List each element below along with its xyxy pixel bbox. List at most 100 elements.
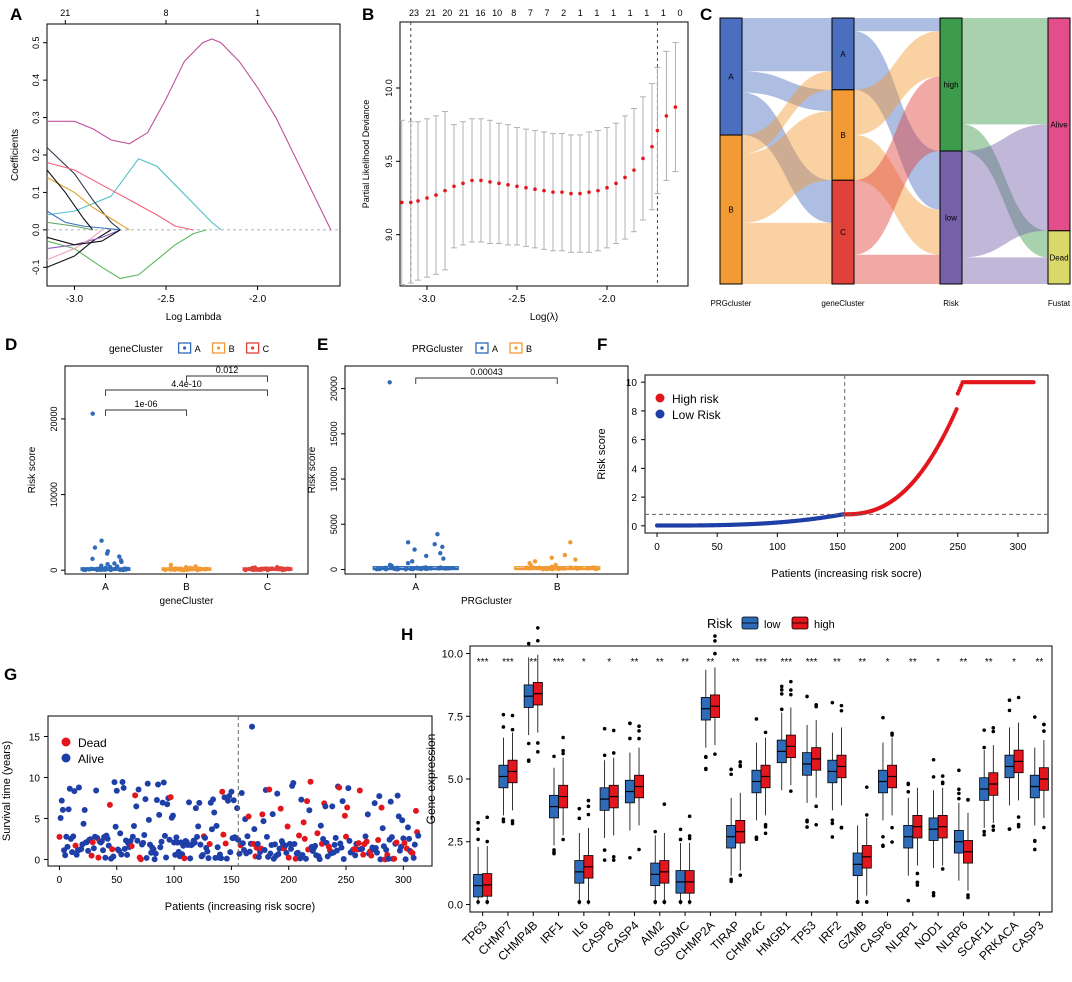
jitter-point [411, 566, 416, 571]
jitter-point [436, 565, 441, 570]
survival-point [228, 788, 235, 795]
x-axis-label: Log(λ) [530, 312, 558, 323]
outlier-point [1016, 695, 1021, 700]
survival-point [65, 806, 72, 813]
sankey-node-label: C [840, 228, 846, 237]
survival-point [223, 855, 230, 862]
significance-mark: *** [477, 657, 489, 668]
survival-point [391, 855, 398, 862]
survival-point [394, 792, 401, 799]
outlier-point [387, 380, 392, 385]
outlier-point [476, 820, 480, 825]
y-tick-label: 2 [631, 493, 637, 504]
panel-a-frame [46, 23, 341, 287]
sankey-flow [742, 18, 832, 72]
survival-point [90, 845, 97, 852]
sankey-flow [854, 76, 940, 255]
survival-point [151, 856, 158, 863]
sankey-flow [742, 111, 832, 223]
top-count-label: 1 [628, 8, 633, 18]
significance-mark: ** [858, 657, 866, 668]
outlier-point [957, 768, 961, 773]
gene-label: TP53 [789, 918, 819, 948]
survival-point [135, 786, 142, 793]
survival-point [180, 842, 187, 849]
jitter-point [545, 567, 550, 572]
panel-frame [344, 365, 629, 575]
survival-point [224, 797, 231, 804]
outlier-point [1032, 839, 1037, 844]
deviance-point [416, 199, 420, 203]
y-tick-label: 10.0 [442, 649, 463, 661]
y-tick-label: 7.5 [448, 711, 463, 723]
outlier-point [729, 879, 733, 884]
survival-point [153, 796, 160, 803]
outlier-point [931, 757, 936, 762]
y-tick-label: 4 [631, 464, 637, 475]
survival-point [329, 803, 336, 810]
y-axis-label: Risk score [307, 446, 318, 493]
outlier-point [119, 559, 124, 565]
outlier-point [864, 900, 869, 904]
survival-point [117, 830, 124, 837]
legend-key-dot [217, 346, 221, 350]
outlier-point [814, 822, 818, 827]
survival-point [93, 787, 100, 794]
x-tick-label: B [554, 582, 561, 593]
survival-point [352, 852, 359, 859]
y-tick-label: 0.0 [31, 224, 41, 237]
deviance-point [542, 188, 546, 193]
y-tick-label: 0 [329, 567, 339, 572]
significance-mark: *** [502, 657, 514, 668]
x-tick-label: -3.0 [66, 294, 84, 305]
outlier-point [485, 839, 490, 844]
outlier-point [553, 562, 558, 568]
jitter-point [377, 567, 382, 572]
survival-point [143, 854, 150, 861]
survival-point [291, 840, 298, 847]
survival-point [133, 803, 140, 810]
y-tick-label: 9.0 [384, 228, 394, 241]
p-value-label: 4.4e-10 [171, 379, 202, 389]
survival-point [219, 788, 226, 795]
coef-path-11 [46, 229, 103, 261]
survival-point [69, 849, 76, 856]
outlier-point [687, 836, 692, 841]
survival-point [385, 855, 392, 862]
survival-point [415, 832, 422, 839]
survival-point [72, 842, 79, 849]
x-axis-label: Patients (increasing risk socre) [771, 568, 921, 580]
survival-point [210, 796, 217, 803]
sankey-flow [962, 257, 1048, 284]
outlier-point [906, 782, 911, 787]
survival-point [234, 805, 241, 812]
deviance-point [632, 168, 636, 172]
significance-mark: ** [909, 657, 917, 668]
panel-letter-d: D [5, 335, 17, 354]
jitter-point [395, 565, 400, 570]
outlier-point [501, 725, 506, 729]
outlier-point [637, 847, 641, 852]
outlier-point [586, 812, 591, 817]
outlier-point [637, 724, 641, 729]
outlier-point [602, 848, 607, 852]
outlier-point [864, 785, 869, 789]
jitter-point [83, 568, 88, 573]
survival-point [63, 833, 70, 840]
outlier-point [966, 893, 970, 897]
survival-point [318, 840, 325, 847]
y-tick-label: 0.5 [31, 36, 41, 49]
x-tick-label: A [102, 582, 109, 593]
outlier-point [510, 727, 515, 732]
survival-point [235, 836, 242, 843]
sankey-flow [854, 18, 940, 32]
y-tick-label: 5.0 [448, 774, 463, 786]
y-tick-label: 10.0 [384, 79, 394, 97]
survival-point [112, 823, 119, 830]
survival-point [187, 855, 194, 862]
outlier-point [602, 726, 607, 731]
deviance-point [434, 193, 438, 197]
outlier-point [789, 692, 793, 697]
sankey-node-label: B [728, 206, 733, 215]
top-tick-label: 21 [60, 8, 70, 18]
